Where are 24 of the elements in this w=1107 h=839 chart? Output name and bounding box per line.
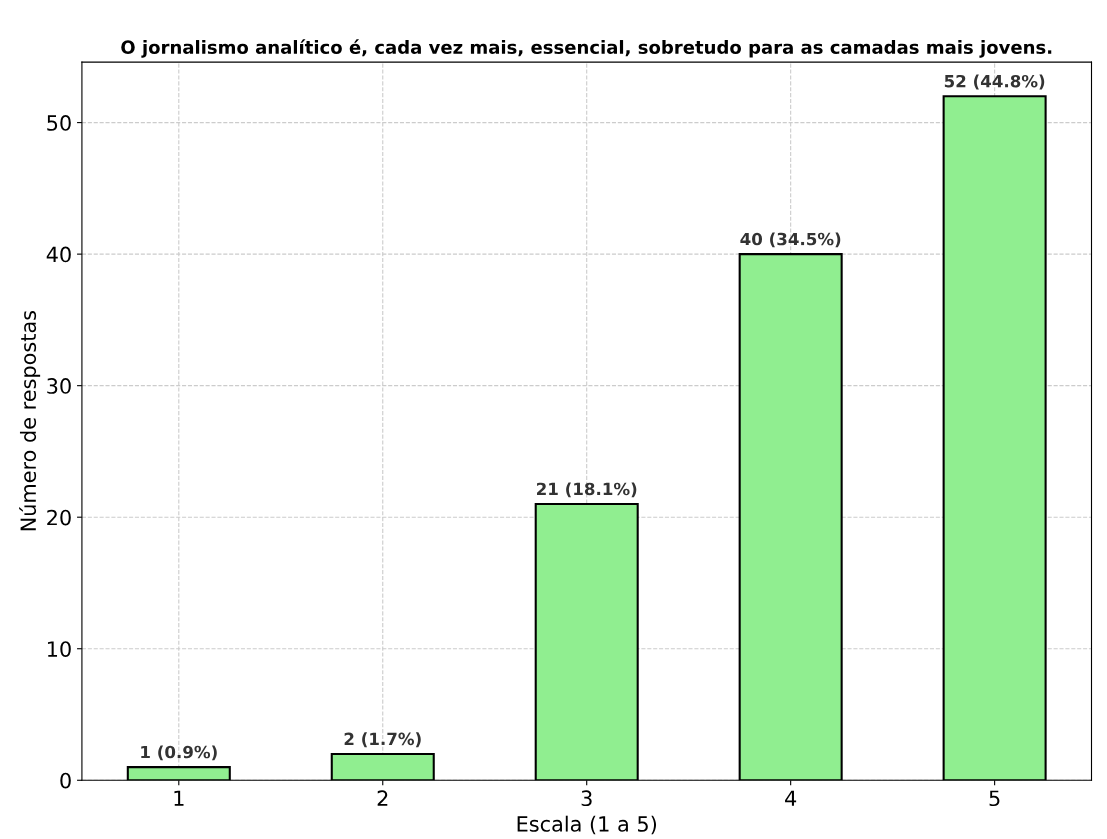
data-label: 21 (18.1%) [537, 482, 637, 498]
chart-title: O jornalismo analítico é, cada vez mais, essencial, sobretudo para as camadas mais jovens. [121, 39, 1052, 58]
data-label: 40 (34.5%) [740, 232, 841, 248]
x-tick-label: 5 [989, 790, 1000, 807]
data-label: 2 (1.7%) [344, 732, 421, 748]
y-tick-label: 30 [47, 378, 71, 394]
bar [942, 95, 1047, 781]
y-tick-label: 10 [47, 641, 71, 657]
x-axis-title: Escala (1 a 5) [517, 815, 657, 835]
data-label: 1 (0.9%) [141, 745, 217, 761]
y-axis-title: Número de respostas [19, 310, 41, 531]
y-tick-label: 50 [47, 115, 71, 131]
data-label: 52 (44.8%) [944, 74, 1045, 90]
y-tick-label: 20 [47, 509, 71, 526]
x-tick-label: 2 [377, 790, 388, 806]
y-tick-label: 40 [46, 246, 71, 263]
bar [534, 503, 639, 781]
bar [126, 766, 231, 781]
bar [330, 752, 435, 781]
y-tick-label: 0 [60, 772, 71, 789]
bar [738, 253, 843, 781]
x-tick-label: 3 [581, 790, 592, 807]
x-tick-label: 4 [785, 790, 797, 806]
x-tick-label: 1 [174, 790, 184, 806]
